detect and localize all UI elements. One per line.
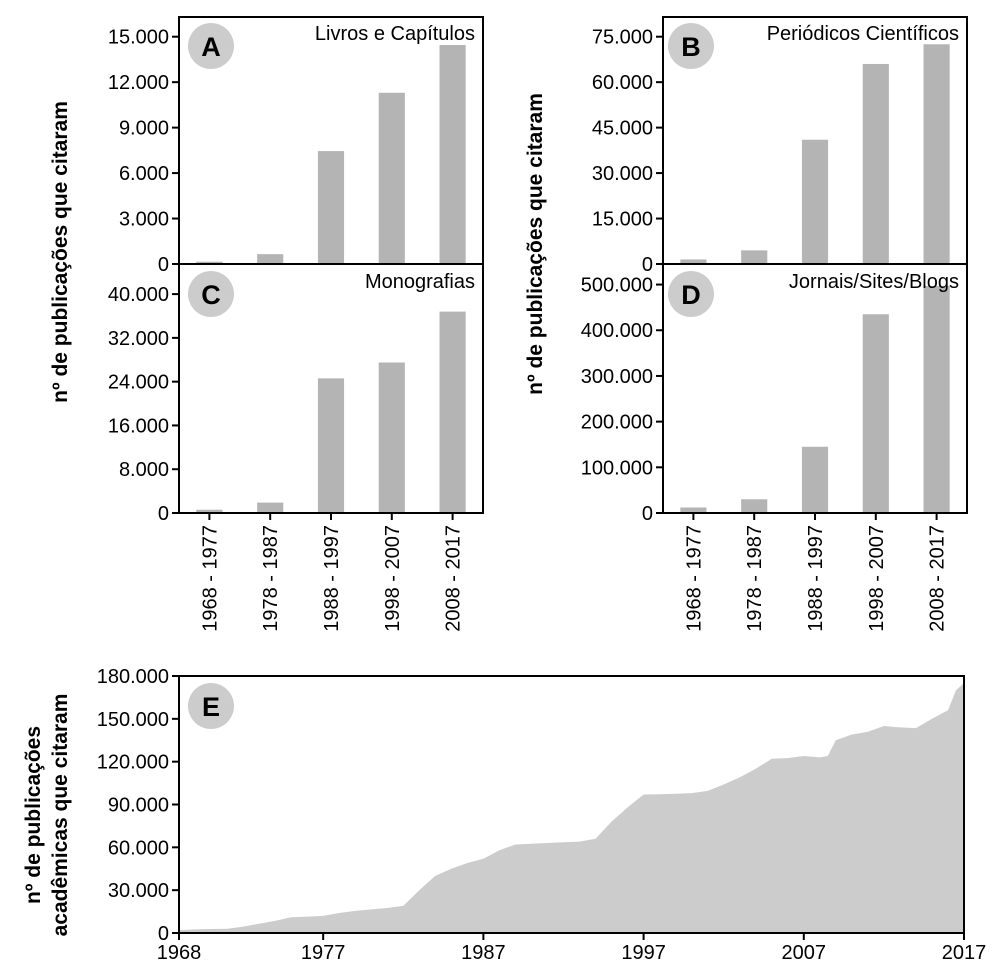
panel-a-ytick-label: 15.000: [108, 27, 169, 49]
panel-e-xtick-label: 2007: [782, 942, 827, 963]
panel-a-ytick-label: 3.000: [119, 209, 169, 231]
panel-a-ytick-label: 12.000: [108, 72, 169, 94]
panel-a-bar: [257, 254, 284, 264]
panel-a-title: Livros e Capítulos: [315, 23, 475, 45]
panel-c-chart: 0 8.000 16.000 24.000 32.000 40.000 1968 - 19…: [108, 263, 484, 632]
y-axis-label-left: nº de publicações que citaram: [49, 101, 72, 403]
panel-a-ytick-label: 0: [158, 254, 169, 276]
panel-b-badge: [668, 23, 714, 69]
panel-d-ytick-label: 500.000: [581, 275, 653, 297]
panel-b-title: Periódicos Científicos: [767, 23, 959, 45]
panel-a-bar: [196, 261, 223, 264]
panel-d-category-label: 2008 - 2017: [927, 525, 949, 632]
panel-d-bar: [680, 507, 707, 513]
panel-a-chart: 0 3.000 6.000 9.000 12.000 15.000 A Livros e …: [108, 16, 484, 276]
panel-a-bar: [378, 92, 405, 264]
panel-e-ytick-label: 150.000: [97, 709, 169, 731]
panel-d-bar: [801, 446, 829, 513]
panel-a-bar: [439, 45, 466, 265]
panel-d-chart: 0 100.000 200.000 300.000 400.000 500.000 196…: [581, 263, 968, 632]
panel-e-area: [179, 683, 964, 933]
panel-e-chart: 0 30.000 60.000 90.000 120.000 150.000 180.000…: [97, 666, 987, 963]
panel-a-ytick-label: 9.000: [119, 118, 169, 140]
panel-c-badge: [188, 271, 234, 317]
panel-d-bar: [862, 314, 889, 513]
panel-b-ytick-label: 30.000: [592, 163, 653, 185]
panel-c-title: Monografias: [365, 271, 475, 293]
panel-d-bar: [741, 499, 768, 513]
panel-e-ytick-label: 0: [158, 923, 169, 945]
panel-d-badge-letter: D: [681, 280, 701, 310]
panel-d-ytick-label: 0: [642, 503, 653, 525]
panel-d-ytick-label: 100.000: [581, 457, 653, 479]
panel-c-category-label: 2008 - 2017: [443, 525, 465, 632]
panel-d-ytick-label: 200.000: [581, 412, 653, 434]
y-axis-label-right: nº de publicações que citaram: [524, 93, 547, 395]
panel-b-ytick-label: 60.000: [592, 72, 653, 94]
panel-c-ytick-label: 32.000: [108, 328, 169, 350]
panel-d-title: Jornais/Sites/Blogs: [789, 271, 959, 293]
panel-e-badge: [188, 683, 234, 729]
panel-d-ytick-label: 300.000: [581, 366, 653, 388]
panel-b-bar: [741, 250, 768, 264]
panel-b-ytick-label: 0: [642, 254, 653, 276]
panel-b-chart: 0 15.000 30.000 45.000 60.000 75.000 B Periód…: [592, 16, 968, 276]
panel-b-bar: [680, 259, 707, 264]
panel-e-xtick-label: 1997: [621, 942, 666, 963]
panel-e-xtick-label: 1977: [301, 942, 346, 963]
panel-c-category-label: 1968 - 1977: [199, 525, 221, 632]
panel-c-badge-letter: C: [201, 280, 221, 310]
panel-c-ytick-label: 0: [158, 503, 169, 525]
panel-b-ytick-label: 15.000: [592, 209, 653, 231]
panel-e-xtick-label: 1987: [461, 942, 506, 963]
panel-c-ytick-label: 40.000: [108, 284, 169, 306]
panel-c-bar: [196, 509, 223, 513]
panel-d-category-label: 1988 - 1997: [805, 525, 827, 632]
panel-d-category-label: 1998 - 2007: [866, 525, 888, 632]
panel-b-ytick-label: 75.000: [592, 27, 653, 49]
panel-d-bar: [923, 285, 950, 513]
panel-d-category-label: 1968 - 1977: [683, 525, 705, 632]
panel-b-badge-letter: B: [681, 32, 701, 62]
panel-e-badge-letter: E: [202, 692, 220, 722]
y-axis-label-bottom-line2: acadêmicas que citaram: [49, 694, 72, 937]
panel-e-xtick-label: 1968: [157, 942, 202, 963]
panel-b-bar: [923, 44, 950, 264]
panel-e-ytick-label: 90.000: [108, 795, 169, 817]
panel-c-bar: [257, 502, 284, 513]
panel-c-category-label: 1978 - 1987: [260, 525, 282, 632]
panel-e-ytick-label: 60.000: [108, 837, 169, 859]
panel-b-bar: [862, 63, 889, 264]
panel-d-ytick-label: 400.000: [581, 320, 653, 342]
panel-c-category-label: 1988 - 1997: [321, 525, 343, 632]
panel-a-bar: [317, 151, 345, 264]
panel-d-category-label: 1978 - 1987: [744, 525, 766, 632]
panel-e-ytick-label: 30.000: [108, 880, 169, 902]
panel-a-badge-letter: A: [201, 32, 221, 62]
y-axis-label-bottom-line1: nº de publicações: [22, 726, 45, 904]
panel-c-bar: [439, 311, 466, 513]
panel-c-ytick-label: 16.000: [108, 415, 169, 437]
panel-a-badge: [188, 23, 234, 69]
panel-d-badge: [668, 271, 714, 317]
panel-c-ytick-label: 8.000: [119, 459, 169, 481]
panel-c-ytick-label: 24.000: [108, 372, 169, 394]
panel-b-ytick-label: 45.000: [592, 118, 653, 140]
panel-a-ytick-label: 6.000: [119, 163, 169, 185]
panel-c-bar: [317, 378, 345, 513]
panel-e-ytick-label: 180.000: [97, 666, 169, 688]
panel-b-bar: [801, 139, 829, 264]
panel-c-category-label: 1998 - 2007: [382, 525, 404, 632]
panel-e-ytick-label: 120.000: [97, 752, 169, 774]
panel-e-xtick-label: 2017: [942, 942, 987, 963]
panel-c-bar: [378, 362, 405, 513]
